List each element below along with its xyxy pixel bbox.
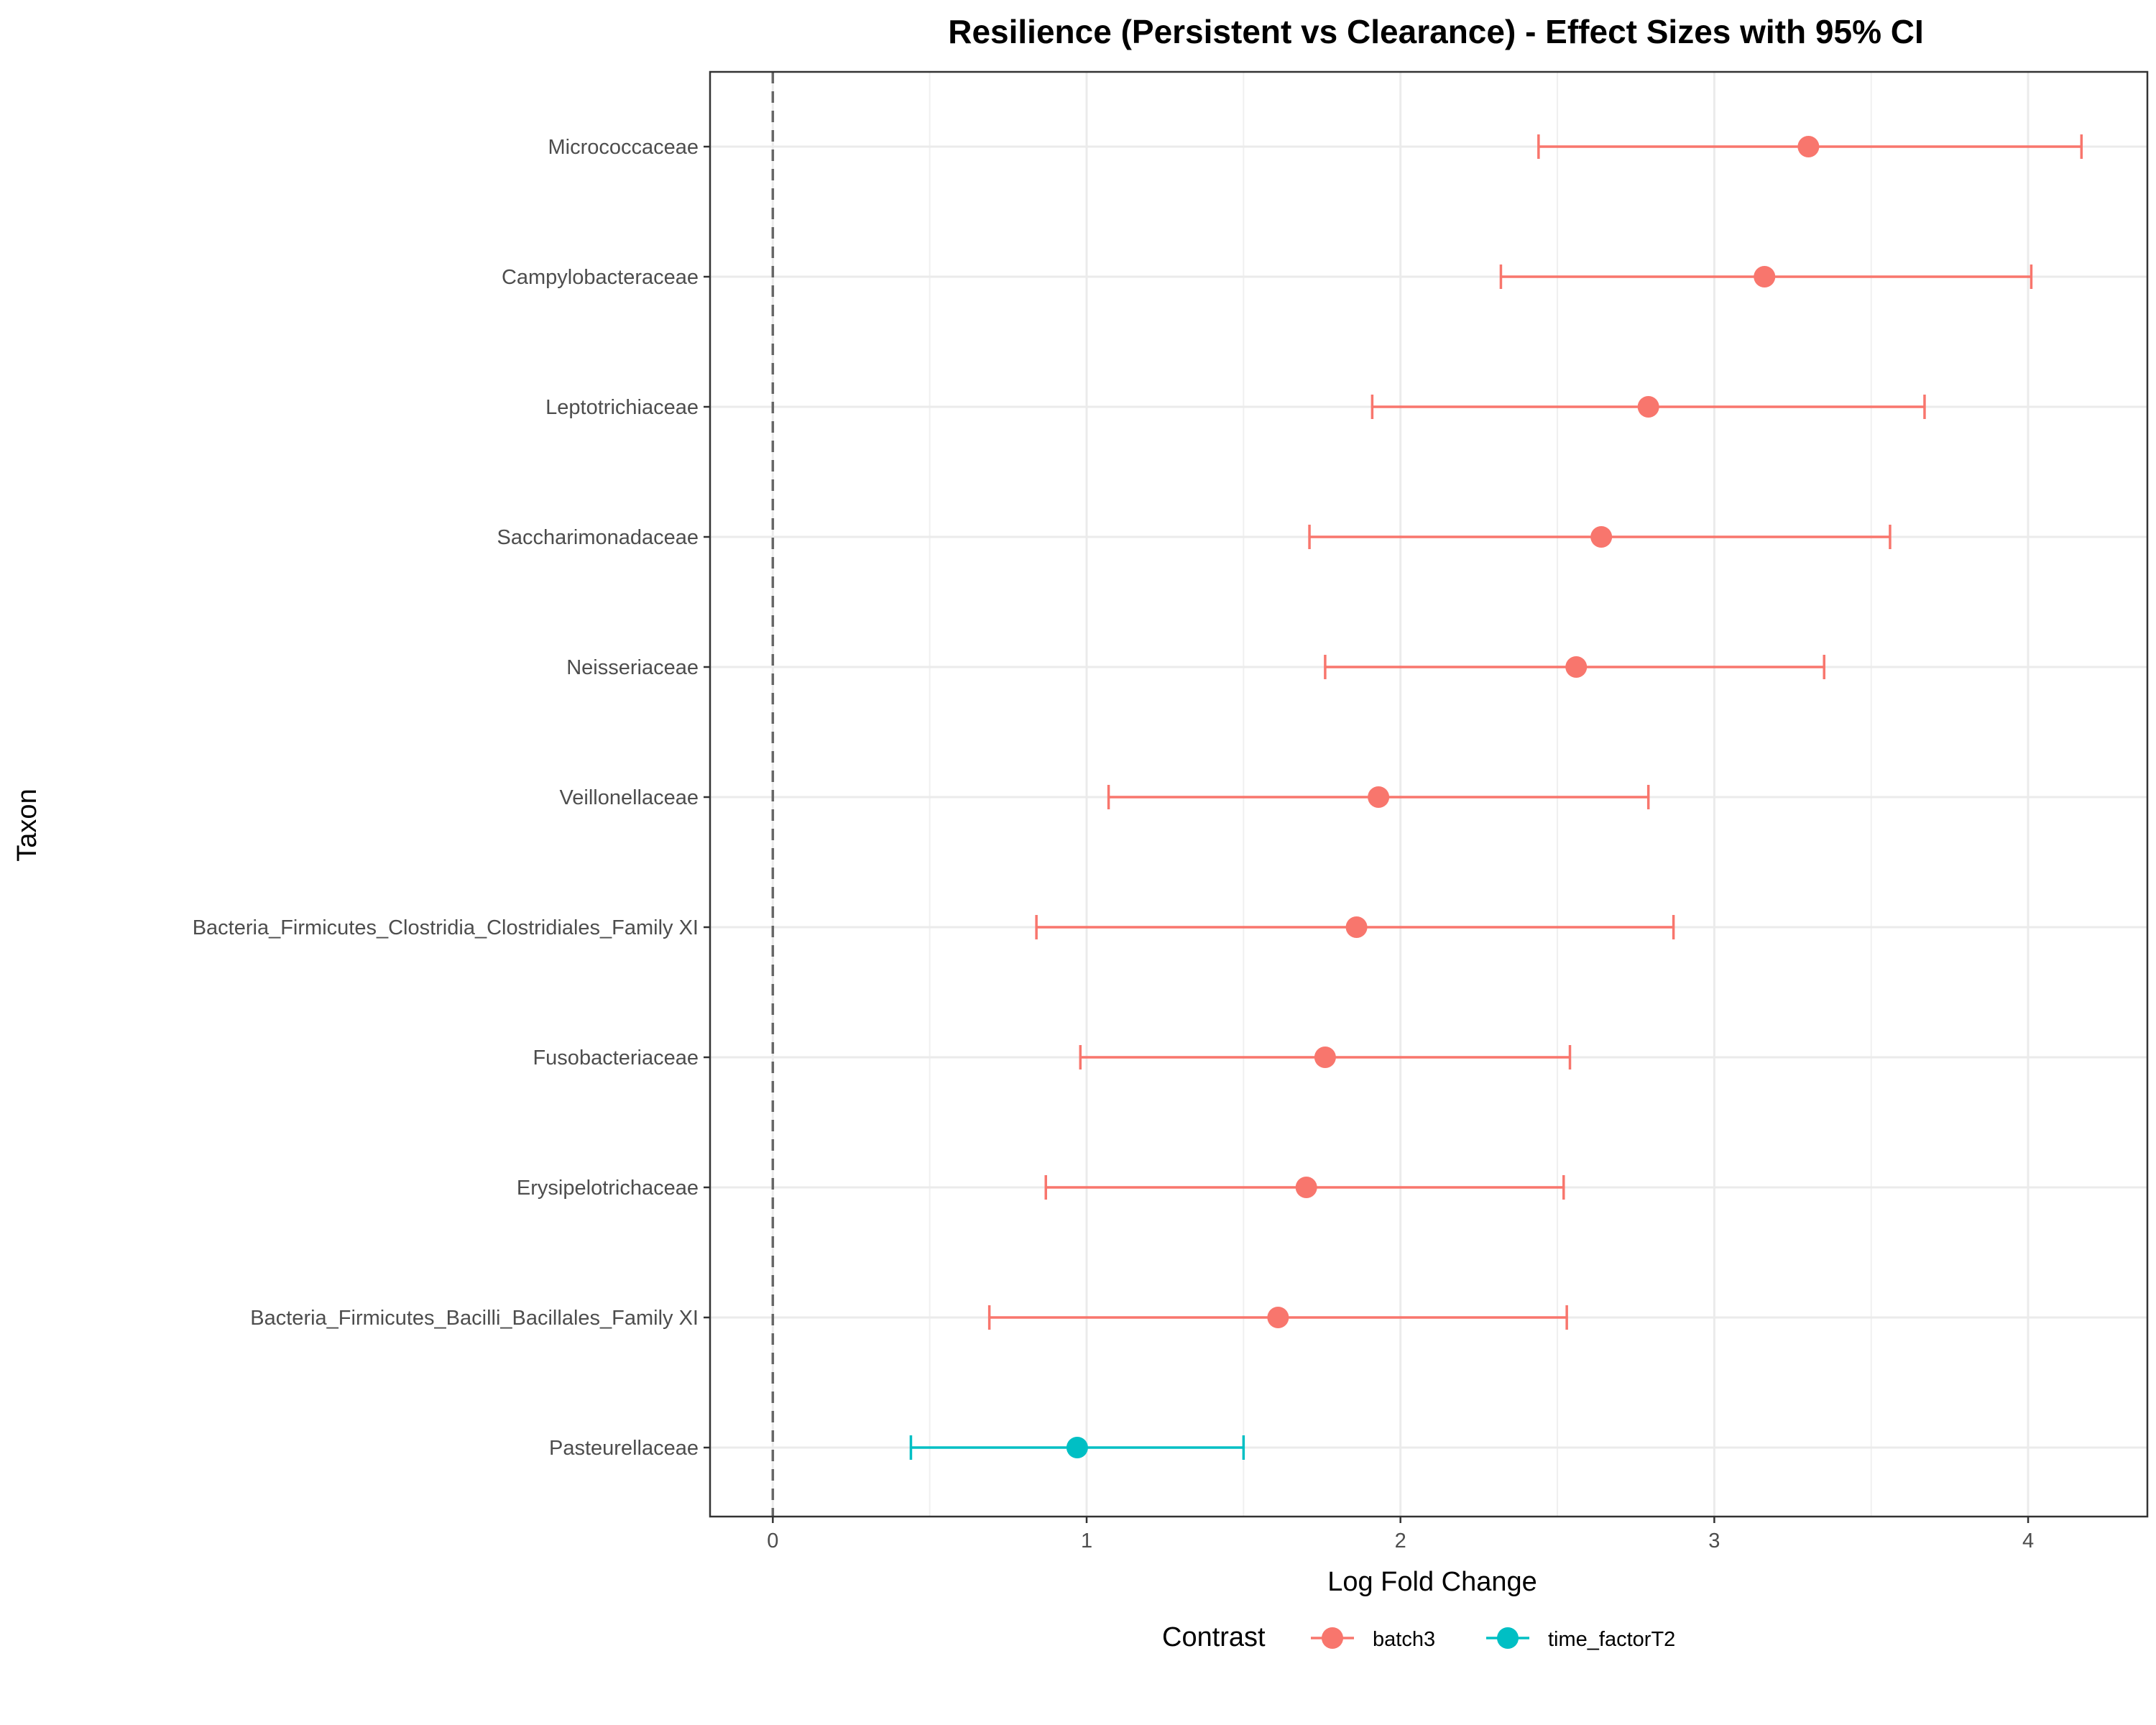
data-row (909, 1435, 1245, 1460)
x-tick-label: 3 (1708, 1530, 1720, 1552)
data-row (1107, 785, 1650, 809)
estimate-point (1345, 916, 1368, 938)
y-tick-label: Neisseriaceae (566, 656, 699, 679)
legend-key-point (1497, 1627, 1519, 1649)
x-axis-title: Log Fold Change (1327, 1567, 1537, 1597)
x-tick-label: 4 (2022, 1530, 2034, 1552)
legend-key-point (1322, 1627, 1343, 1649)
legend-label: batch3 (1373, 1628, 1435, 1651)
estimate-point (1267, 1307, 1289, 1328)
y-tick-label: Saccharimonadaceae (497, 526, 699, 549)
y-tick-label: Pasteurellaceae (549, 1437, 699, 1460)
y-tick-label: Bacteria_Firmicutes_Bacilli_Bacillales_F… (250, 1307, 699, 1330)
data-row (1044, 1175, 1565, 1200)
y-tick-label: Erysipelotrichaceae (517, 1177, 699, 1200)
estimate-point (1637, 396, 1659, 418)
y-tick-label: Micrococcaceae (548, 136, 699, 159)
estimate-point (1565, 656, 1588, 678)
legend: Contrast batch3 time_factorT2 (1162, 1622, 1675, 1652)
panel-border (709, 70, 2149, 1518)
y-tick-label: Campylobacteraceae (502, 266, 699, 289)
data-row (1537, 134, 2083, 159)
x-tick-labels: 0 1 2 3 4 (767, 1517, 2034, 1552)
plot-panel (709, 70, 2149, 1518)
estimate-point (1797, 136, 1820, 157)
x-tick-label: 2 (1395, 1530, 1406, 1552)
x-tick-label: 1 (1081, 1530, 1092, 1552)
estimate-point (1754, 266, 1776, 288)
y-tick-label: Fusobacteriaceae (533, 1046, 699, 1070)
y-tick-label: Bacteria_Firmicutes_Clostridia_Clostridi… (193, 916, 699, 939)
y-tick-labels: Micrococcaceae Campylobacteraceae Leptotri… (193, 136, 710, 1460)
legend-label: time_factorT2 (1548, 1628, 1675, 1651)
y-tick-label: Leptotrichiaceae (545, 396, 699, 419)
x-tick-label: 0 (767, 1530, 778, 1552)
legend-title: Contrast (1162, 1622, 1266, 1652)
estimate-point (1066, 1437, 1088, 1458)
data-row (1308, 525, 1892, 549)
data-row (987, 1305, 1568, 1330)
data-row (1079, 1045, 1572, 1070)
chart-title: Resilience (Persistent vs Clearance) - E… (948, 13, 1924, 50)
estimate-point (1590, 526, 1613, 548)
y-tick-label: Veillonellaceae (560, 786, 699, 809)
estimate-point (1314, 1046, 1336, 1068)
estimate-point (1368, 786, 1390, 808)
y-axis-title: Taxon (12, 788, 42, 861)
estimate-point (1295, 1177, 1317, 1198)
data-row (1324, 655, 1825, 679)
data-row (1499, 264, 2033, 289)
data-row (1370, 395, 1926, 419)
data-row (1035, 915, 1675, 939)
